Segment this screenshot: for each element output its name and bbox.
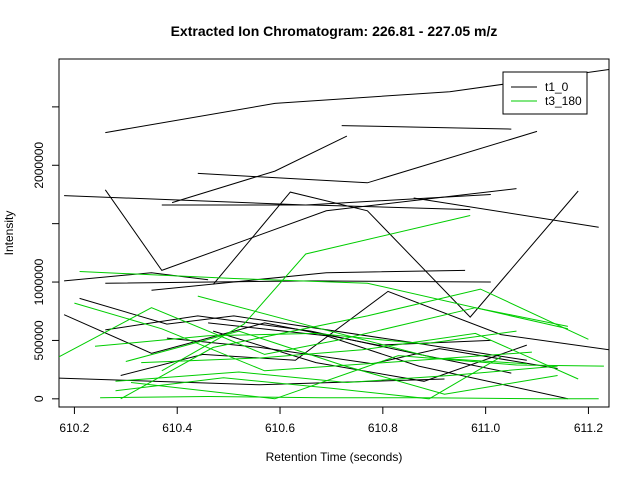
y-axis-label: Intensity (2, 211, 16, 256)
series-line-t1_0-17 (213, 330, 527, 382)
x-axis: 610.2 610.4 610.6 610.8 611.0 611.2 (59, 407, 603, 435)
x-tick-label: 610.8 (368, 421, 398, 435)
series-line-t1_0-19 (59, 377, 445, 386)
series-line-t3_180-32 (115, 356, 502, 400)
x-tick-label: 610.6 (265, 421, 295, 435)
series-line-t1_0-18 (208, 322, 569, 400)
series-line-t1_0-3 (197, 130, 538, 184)
series-line-t3_180-31 (130, 355, 604, 400)
series-line-t1_0-6 (104, 188, 517, 272)
series-line-t3_180-29 (141, 332, 579, 380)
series-line-t3_180-28 (115, 365, 558, 384)
x-axis-label: Retention Time (seconds) (266, 450, 403, 464)
y-tick-label: 2000000 (32, 142, 46, 189)
series-layer (59, 69, 609, 400)
series-line-t3_180-22 (120, 288, 589, 400)
series-line-t1_0-14 (105, 315, 512, 374)
series-line-t3_180-26 (94, 330, 517, 347)
series-line-t3_180-24 (74, 302, 532, 372)
x-tick-label: 611.2 (574, 421, 603, 435)
legend-label-t1_0: t1_0 (545, 80, 569, 94)
series-line-t1_0-9 (64, 272, 209, 282)
series-line-t1_0-2 (171, 135, 348, 204)
series-line-t1_0-5 (161, 204, 471, 211)
y-axis: 0 500000 1000000 2000000 (32, 106, 59, 402)
legend-box (502, 71, 588, 115)
y-tick-label: 500000 (32, 320, 46, 360)
series-line-t1_0-1 (341, 125, 512, 130)
legend: t1_0t3_180 (502, 71, 588, 115)
x-tick-label: 610.4 (162, 421, 192, 435)
series-line-t3_180-23 (59, 307, 568, 358)
chart-title: Extracted Ion Chromatogram: 226.81 - 227… (171, 23, 498, 39)
plot-area-frame (58, 58, 610, 408)
series-line-t3_180-20 (161, 215, 471, 372)
series-line-t1_0-10 (151, 269, 466, 291)
y-tick-label: 0 (32, 395, 46, 402)
series-line-t3_180-27 (197, 295, 527, 365)
series-line-t1_0-7 (212, 190, 579, 318)
series-line-t3_180-25 (125, 330, 558, 395)
legend-label-t3_180: t3_180 (545, 94, 582, 108)
series-line-t3_180-30 (100, 395, 599, 400)
x-tick-label: 611.0 (471, 421, 500, 435)
y-tick-label: 1000000 (32, 258, 46, 305)
series-line-t1_0-16 (120, 290, 609, 376)
series-line-t3_180-21 (79, 271, 569, 330)
x-tick-label: 610.2 (59, 421, 89, 435)
series-line-t1_0-8 (413, 197, 599, 228)
